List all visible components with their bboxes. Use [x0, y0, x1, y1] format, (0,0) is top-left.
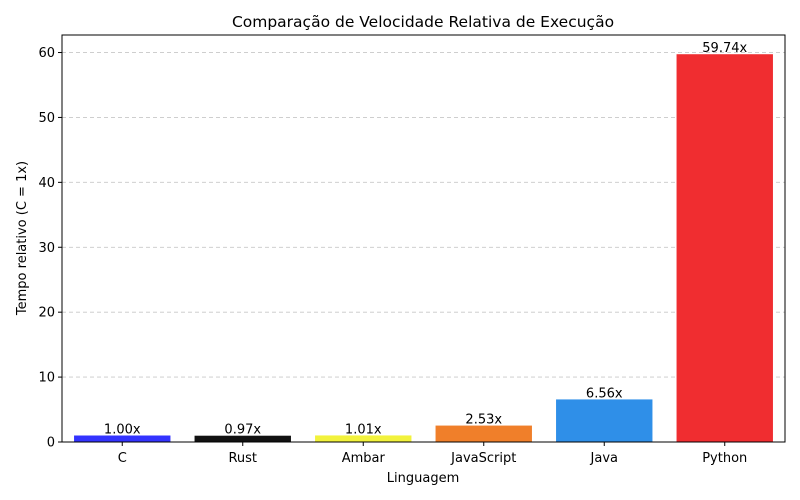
- bar-javascript: [435, 425, 532, 442]
- y-tick-label-10: 10: [38, 371, 55, 386]
- grid-lines: [62, 52, 785, 378]
- y-tick-label-40: 40: [38, 176, 55, 191]
- y-axis-title: Tempo relativo (C = 1x): [15, 161, 30, 316]
- data-label-ambar: 1.01x: [345, 422, 382, 437]
- x-axis-title: Linguagem: [387, 471, 459, 486]
- x-tick-label-python: Python: [702, 451, 747, 466]
- data-labels: 1.00x 0.97x 1.01x 2.53x 6.56x 59.74x: [104, 41, 748, 437]
- bar-java: [556, 399, 653, 442]
- data-label-c: 1.00x: [104, 423, 141, 438]
- y-tick-label-30: 30: [38, 241, 55, 256]
- chart-title: Comparação de Velocidade Relativa de Exe…: [232, 13, 614, 31]
- x-tick-label-javascript: JavaScript: [450, 451, 516, 466]
- data-label-rust: 0.97x: [224, 423, 261, 438]
- data-label-java: 6.56x: [586, 386, 623, 401]
- y-tick-label-50: 50: [38, 111, 55, 126]
- x-tick-label-ambar: Ambar: [342, 451, 386, 466]
- bar-ambar: [315, 435, 412, 442]
- bar-c: [74, 435, 171, 442]
- data-label-python: 59.74x: [702, 41, 747, 56]
- plot-frame: [61, 34, 786, 443]
- data-label-javascript: 2.53x: [465, 413, 502, 428]
- x-tick-label-rust: Rust: [228, 451, 257, 466]
- y-tick-label-0: 0: [47, 436, 55, 451]
- y-tick-label-20: 20: [38, 306, 55, 321]
- axes: 0 10 20 30 40 50 60 C Rust Ambar JavaScript Java Pyt…: [38, 34, 786, 466]
- bar-python: [676, 54, 773, 442]
- bar-rust: [194, 435, 291, 442]
- y-tick-label-60: 60: [38, 46, 55, 61]
- x-tick-label-c: C: [118, 451, 127, 466]
- bars: [74, 54, 773, 442]
- x-tick-label-java: Java: [590, 451, 618, 466]
